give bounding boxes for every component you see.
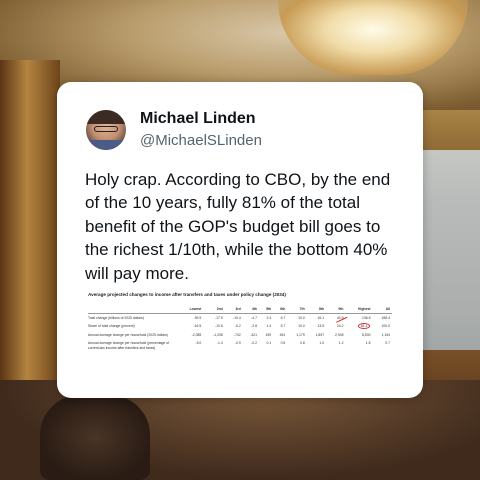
table-header-cell (88, 305, 178, 314)
table-cell: -2,085 (191, 332, 202, 337)
table-cell: -4.7 (251, 316, 257, 320)
table-cell: -17.9 (215, 316, 223, 320)
table-header-cell: 2nd (203, 305, 225, 314)
avatar-hair (86, 110, 126, 124)
table-cell: 1.0 (319, 341, 325, 346)
avatar-glasses (94, 126, 118, 132)
table-cell: 1,179 (296, 332, 305, 337)
table-cell-highlight: 81.1 (346, 322, 373, 330)
table-cell: 1.4 (266, 324, 272, 329)
table-row: Annual average change per household (per… (88, 339, 392, 352)
table-header-cell: 9th (326, 305, 346, 314)
table-cell: 1.8 (365, 341, 371, 346)
window (420, 150, 480, 350)
table-cell: 5.7 (280, 324, 286, 329)
table-cell: -2.8 (251, 324, 257, 329)
table-cell: 1,857 (315, 332, 325, 337)
table-cell: 8,500 (361, 332, 371, 337)
tweet-text: Holy crap. According to CBO, by the end … (85, 170, 391, 283)
table-cell: 13.5 (317, 324, 325, 329)
table-cell: 2.4 (266, 316, 272, 320)
table-cell: Annual average change per household (202… (88, 332, 168, 337)
table-cell: 100.0 (381, 324, 391, 329)
table-header-cell: All (372, 305, 392, 314)
table-cell: 2,945 (335, 332, 344, 337)
table-cell: -16.5 (193, 324, 202, 329)
table-row: Total change (billions of 2025 dollars) … (88, 314, 392, 323)
table-cell: 24.2 (336, 324, 344, 329)
income-change-table: Lowest 2nd 3rd 4th 5th 6th 7th 8th 9th H… (88, 305, 392, 352)
author-name[interactable]: Michael Linden (140, 110, 256, 127)
table-cell: 1.2 (338, 341, 344, 346)
table-header-cell: 8th (306, 305, 327, 314)
armchair (40, 395, 150, 480)
table-cell: 451 (279, 332, 286, 337)
table-cell: -39.9 (193, 316, 202, 320)
table-cell: 40.9 (336, 316, 344, 320)
table-cell: 0.5 (280, 341, 286, 346)
table-cell: 168.4 (381, 316, 391, 320)
table-header-cell: 4th (242, 305, 259, 314)
table-cell: -1.4 (216, 341, 223, 346)
table-cell: 159 (265, 332, 272, 337)
table-header-cell: 7th (287, 305, 307, 314)
table-cell: -702 (233, 332, 241, 337)
author-handle[interactable]: @MichaelSLinden (140, 132, 262, 149)
table-cell: 1,154 (381, 332, 391, 337)
table-cell: -6.2 (234, 324, 241, 329)
table-cell: Annual average change per household (per… (88, 341, 170, 350)
table-cell: 10.0 (298, 316, 305, 320)
table-cell: 6.7 (280, 316, 286, 320)
table-cell: -0.9 (234, 341, 241, 346)
table-header-cell: 5th (258, 305, 274, 314)
table-cell: Share of total change (percent) (88, 324, 135, 329)
table-cell: -321 (250, 332, 257, 337)
table-cell: 10.0 (298, 324, 305, 329)
table-cell: 0.1 (266, 341, 272, 346)
table-cell: -5.0 (195, 341, 202, 346)
embedded-table-image: Average projected changes to income afte… (88, 292, 392, 352)
table-cell: -10.4 (233, 316, 241, 320)
table-header-row: Lowest 2nd 3rd 4th 5th 6th 7th 8th 9th H… (88, 305, 392, 314)
table-header-cell: Lowest (178, 305, 204, 314)
table-cell: -10.6 (215, 324, 223, 329)
table-cell: Total change (billions of 2025 dollars) (88, 316, 144, 320)
table-cell: 136.5 (361, 316, 371, 320)
table-cell: 0.7 (385, 341, 390, 346)
table-header-cell: 6th (273, 305, 288, 314)
avatar[interactable] (86, 110, 126, 150)
table-cell: 16.1 (317, 316, 325, 320)
table-row: Annual average change per household (202… (88, 331, 392, 339)
table-cell: 0.8 (300, 341, 305, 346)
avatar-shirt (86, 140, 126, 150)
table-title: Average projected changes to income afte… (88, 292, 286, 297)
table-header-cell: 3rd (224, 305, 243, 314)
table-header-cell: Highest (345, 305, 373, 314)
table-cell: -0.2 (251, 341, 257, 346)
highlight-circle: 81.1 (357, 323, 371, 330)
table-row: Share of total change (percent) -16.5 -1… (88, 322, 392, 330)
table-cell: -1,208 (213, 332, 223, 337)
